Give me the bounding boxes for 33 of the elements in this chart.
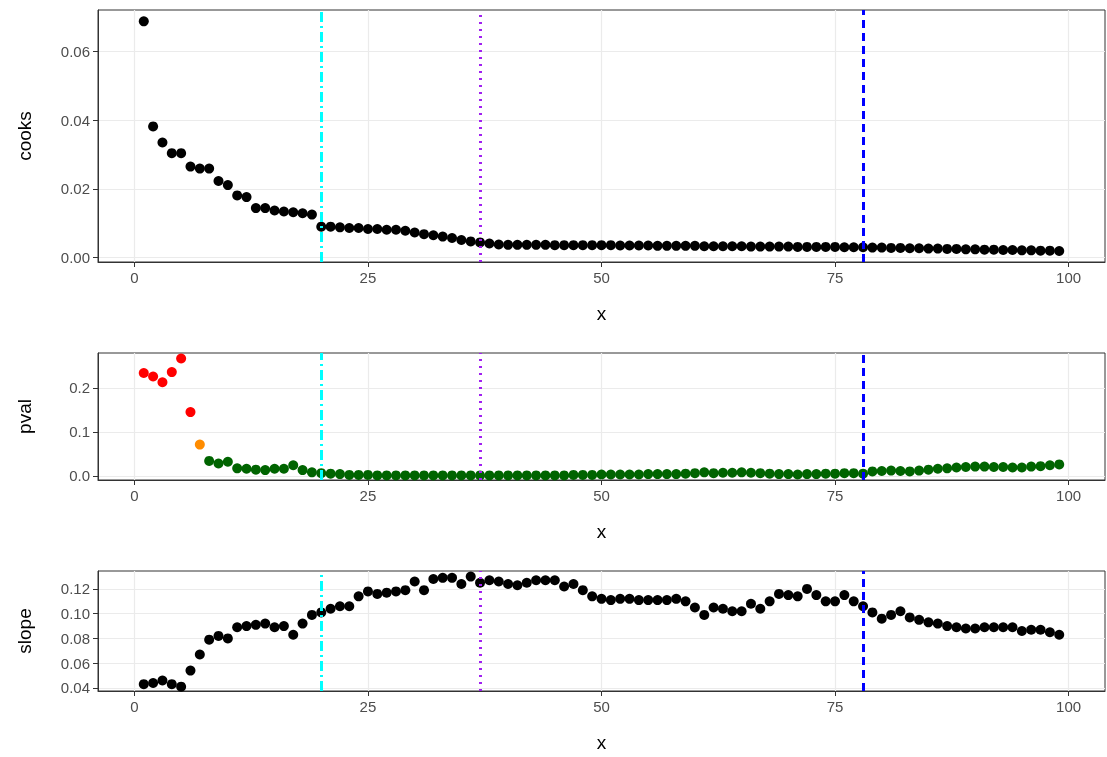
x-tick-label: 0	[130, 269, 139, 286]
x-tick-label: 100	[1056, 698, 1082, 715]
y-tick-label: 0.2	[69, 379, 90, 397]
x-tick-label: 75	[826, 698, 844, 715]
y-tick-label: 0.02	[60, 180, 90, 198]
y-tick-label: 0.06	[60, 654, 90, 672]
x-tick-label: 25	[359, 269, 377, 286]
y-axis-title: slope	[14, 608, 35, 654]
y-tick-label: 0.08	[60, 629, 90, 647]
y-tick-label: 0.10	[60, 605, 90, 623]
x-axis-title: x	[596, 732, 607, 753]
x-tick-label: 50	[593, 487, 610, 504]
y-axis-title: cooks	[14, 111, 35, 161]
x-tick-label: 25	[359, 698, 377, 715]
y-tick-label: 0.1	[69, 423, 90, 441]
x-tick-label: 50	[593, 269, 610, 286]
x-tick-label: 100	[1056, 269, 1082, 286]
x-tick-label: 0	[130, 698, 139, 715]
x-tick-label: 25	[359, 487, 377, 504]
x-tick-label: 75	[826, 487, 844, 504]
y-tick-label: 0.00	[60, 249, 90, 267]
x-axis-title: x	[596, 521, 607, 542]
y-tick-label: 0.12	[60, 580, 90, 598]
y-axis-title: pval	[14, 399, 35, 434]
x-tick-label: 75	[826, 269, 844, 286]
y-tick-label: 0.04	[60, 679, 90, 697]
y-tick-label: 0.06	[60, 43, 90, 61]
x-tick-label: 50	[593, 698, 610, 715]
y-tick-label: 0.0	[69, 467, 90, 485]
y-tick-label: 0.04	[60, 111, 90, 129]
x-axis-title: x	[596, 303, 607, 324]
x-tick-label: 0	[130, 487, 139, 504]
x-tick-label: 100	[1056, 487, 1082, 504]
